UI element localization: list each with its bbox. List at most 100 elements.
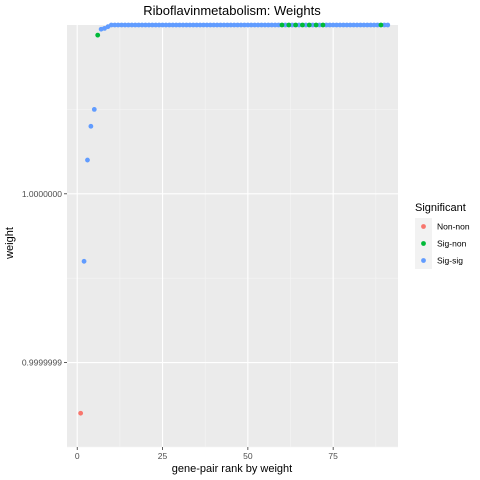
point-sig-sig (81, 258, 87, 264)
point-sig-sig (132, 22, 138, 28)
point-sig-sig (160, 22, 165, 28)
point-sig-sig (248, 22, 254, 28)
y-tick-label: 1.0000000 (22, 189, 62, 199)
x-axis: 0 25 50 75 (75, 447, 338, 461)
point-sig-sig (112, 22, 118, 28)
point-sig-non (279, 22, 285, 28)
point-sig-sig (153, 22, 159, 28)
legend-items: Non-non Sig-non Sig-sig (415, 218, 470, 269)
point-sig-sig (358, 22, 363, 28)
point-sig-sig (184, 22, 189, 28)
point-sig-sig (330, 22, 336, 28)
point-sig-sig (119, 22, 124, 28)
minor-gridlines (67, 25, 398, 448)
point-sig-sig (201, 22, 206, 28)
point-sig-sig (204, 22, 210, 28)
point-sig-sig (180, 22, 186, 28)
y-axis: 0.9999999 1.0000000 (22, 189, 67, 368)
point-sig-sig (108, 22, 114, 28)
legend-label: Non-non (437, 222, 470, 232)
point-sig-sig (276, 22, 281, 28)
point-sig-sig (173, 22, 179, 28)
x-tick-label: 50 (243, 451, 253, 461)
point-sig-non (286, 22, 292, 28)
point-sig-sig (122, 22, 128, 28)
x-tick-label: 25 (158, 451, 168, 461)
point-sig-sig (317, 22, 322, 28)
legend-title: Significant (415, 202, 466, 214)
chart-title: Riboflavinmetabolism: Weights (143, 3, 321, 18)
point-sig-sig (194, 22, 200, 28)
point-sig-sig (228, 22, 234, 28)
point-sig-sig (327, 22, 333, 28)
point-sig-sig (337, 22, 343, 28)
point-sig-sig (310, 22, 316, 28)
point-sig-sig (207, 22, 213, 28)
point-sig-sig (364, 22, 370, 28)
point-non-non (78, 410, 84, 416)
point-sig-sig (272, 22, 278, 28)
point-sig-sig (221, 22, 227, 28)
point-sig-sig (282, 22, 288, 28)
point-sig-sig (214, 22, 220, 28)
point-sig-sig (136, 22, 142, 28)
point-sig-sig (252, 22, 258, 28)
point-sig-sig (303, 22, 309, 28)
point-sig-sig (341, 22, 346, 28)
point-sig-sig (344, 22, 350, 28)
point-sig-sig (146, 22, 152, 28)
point-sig-sig (368, 22, 374, 28)
point-sig-sig (231, 22, 237, 28)
point-sig-non (320, 22, 326, 28)
point-sig-sig (262, 22, 268, 28)
major-gridlines (67, 25, 398, 447)
legend-label: Sig-sig (437, 256, 463, 266)
point-sig-sig (347, 22, 353, 28)
plot-panel (67, 25, 398, 447)
point-sig-sig (163, 22, 169, 28)
point-sig-sig (91, 107, 97, 112)
point-sig-sig (361, 22, 367, 28)
point-sig-sig (166, 22, 172, 28)
point-sig-sig (334, 22, 339, 28)
legend-label: Sig-non (437, 239, 467, 249)
point-sig-sig (170, 22, 176, 28)
point-sig-sig (129, 22, 135, 28)
point-sig-sig (156, 22, 162, 28)
point-sig-non (378, 22, 384, 28)
point-sig-sig (235, 22, 241, 28)
x-tick-label: 75 (328, 451, 338, 461)
point-sig-sig (238, 22, 244, 28)
point-sig-sig (115, 22, 121, 28)
point-sig-non (313, 22, 319, 28)
point-sig-non (300, 22, 305, 28)
point-sig-sig (177, 22, 183, 28)
point-sig-sig (218, 22, 223, 28)
point-sig-sig (211, 22, 217, 28)
point-sig-sig (351, 22, 357, 28)
point-sig-sig (289, 22, 295, 28)
point-sig-sig (371, 22, 377, 28)
point-sig-sig (85, 157, 90, 163)
point-sig-sig (296, 22, 302, 28)
y-tick-label: 0.9999999 (22, 358, 62, 368)
point-sig-sig (139, 22, 145, 28)
point-sig-sig (381, 22, 387, 28)
point-sig-sig (88, 123, 94, 129)
legend-key-point (421, 258, 426, 263)
point-sig-sig (354, 22, 360, 28)
point-sig-sig (126, 22, 131, 28)
x-tick-label: 0 (75, 451, 80, 461)
point-sig-non (293, 22, 299, 28)
point-sig-sig (323, 22, 329, 28)
point-sig-non (306, 22, 312, 28)
point-sig-sig (385, 22, 391, 28)
point-sig-sig (197, 22, 203, 28)
legend-key-point (421, 224, 426, 229)
point-sig-sig (224, 22, 230, 28)
point-sig-sig (375, 22, 380, 28)
point-sig-sig (255, 22, 261, 28)
point-sig-sig (149, 22, 155, 28)
legend: Significant Non-non Sig-non Sig-sig (415, 202, 470, 269)
